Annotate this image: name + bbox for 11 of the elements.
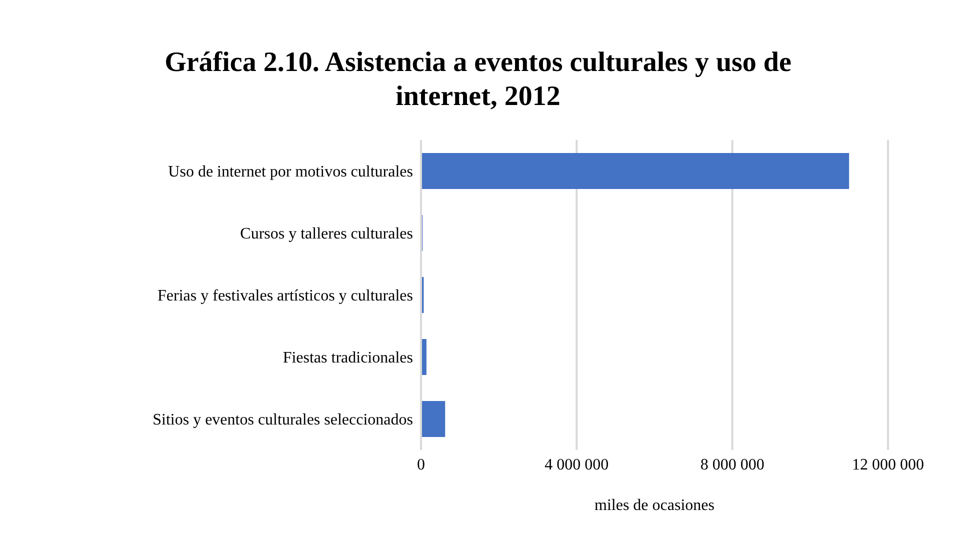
y-tick-label: Uso de internet por motivos culturales — [168, 164, 413, 181]
x-tick-label: 4 000 000 — [544, 456, 609, 474]
x-axis-title: miles de ocasiones — [594, 497, 714, 514]
x-tick-label: 0 — [417, 456, 425, 474]
y-tick-label: Cursos y talleres culturales — [240, 226, 413, 243]
y-tick-label: Sitios y eventos culturales seleccionados — [152, 412, 413, 429]
x-tick-label: 8 000 000 — [700, 456, 764, 474]
y-tick-label: Ferias y festivales artísticos y culturales — [158, 288, 413, 305]
chart-title: Gráfica 2.10. Asistencia a eventos culturales y uso de internet, 2012 — [164, 46, 792, 114]
x-tick-label: 12 000 000 — [852, 456, 924, 474]
y-tick-label: Fiestas tradicionales — [282, 350, 413, 367]
